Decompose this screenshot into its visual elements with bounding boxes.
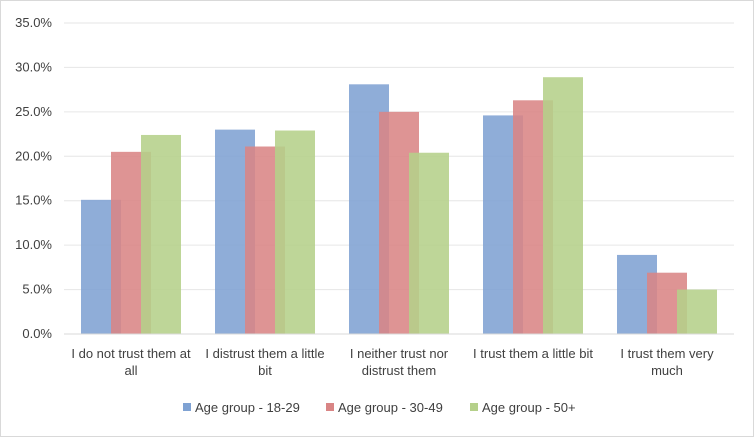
y-tick-label: 5.0% — [22, 282, 52, 297]
bar — [543, 77, 583, 335]
legend-label: Age group - 18-29 — [195, 400, 300, 415]
y-tick-label: 10.0% — [15, 237, 52, 252]
x-category-label: I do not trust them at — [71, 346, 191, 361]
y-tick-label: 35.0% — [15, 15, 52, 30]
x-category-label: all — [124, 363, 137, 378]
y-tick-label: 15.0% — [15, 193, 52, 208]
legend: Age group - 18-29 Age group - 30-49 Age gr… — [183, 400, 576, 415]
y-tick-label: 20.0% — [15, 148, 52, 163]
bar — [275, 130, 315, 334]
x-category-label: bit — [258, 363, 272, 378]
x-category-label: I trust them very — [620, 346, 714, 361]
y-tick-label: 30.0% — [15, 59, 52, 74]
legend-swatch — [326, 403, 334, 411]
bars — [81, 77, 717, 335]
legend-swatch — [183, 403, 191, 411]
y-tick-label: 0.0% — [22, 326, 52, 341]
legend-label: Age group - 50+ — [482, 400, 576, 415]
bar — [409, 152, 449, 334]
y-tick-label: 25.0% — [15, 104, 52, 119]
bar — [677, 289, 717, 334]
x-category-label: much — [651, 363, 683, 378]
x-axis-category-labels: I do not trust them at all I distrust them… — [71, 346, 714, 378]
legend-label: Age group - 30-49 — [338, 400, 443, 415]
legend-swatch — [470, 403, 478, 411]
x-category-label: I neither trust nor — [350, 346, 449, 361]
y-axis-tick-labels: 0.0% 5.0% 10.0% 15.0% 20.0% 25.0% 30.0% 35.0% — [15, 15, 52, 341]
x-category-label: distrust them — [362, 363, 436, 378]
bar — [141, 134, 181, 334]
x-category-label: I distrust them a little — [205, 346, 324, 361]
x-category-label: I trust them a little bit — [473, 346, 593, 361]
